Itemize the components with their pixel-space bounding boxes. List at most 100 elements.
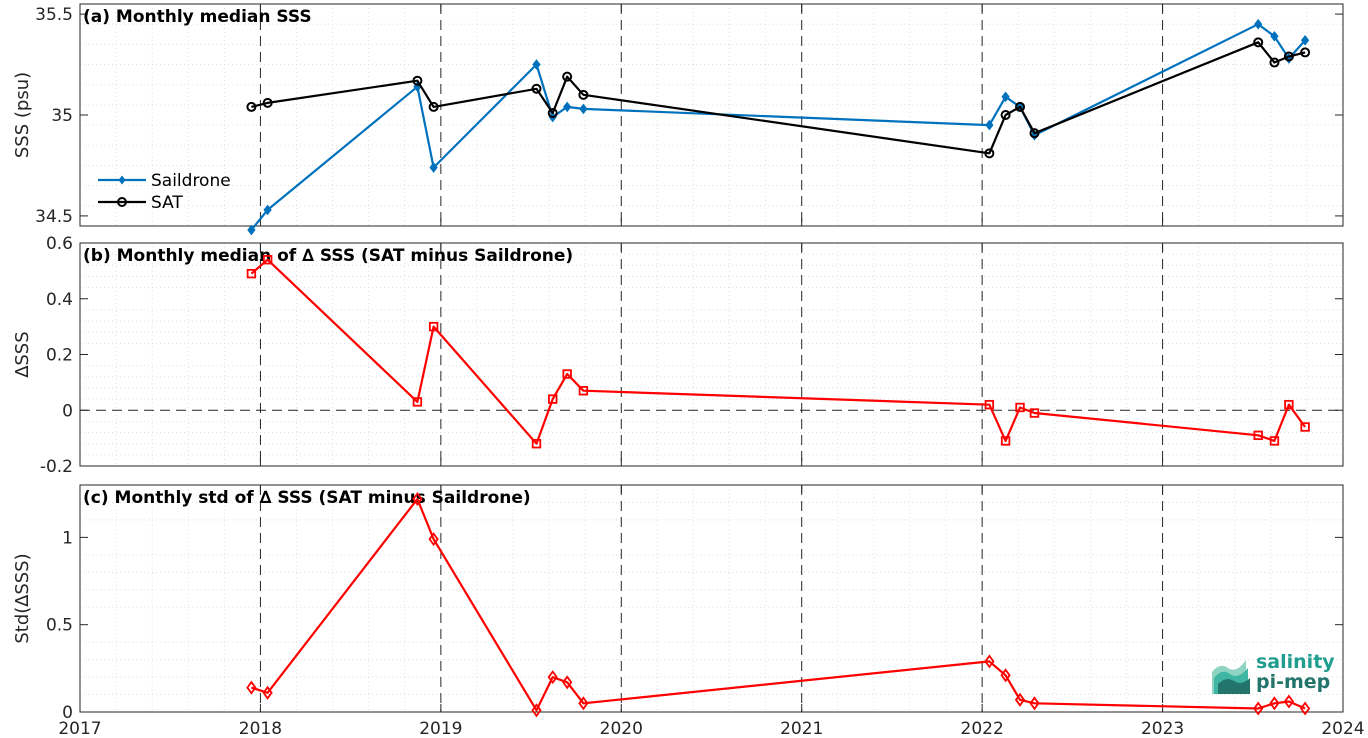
data-point [1299,701,1311,716]
logo-text: salinity pi-mep [1256,652,1335,692]
data-point [547,107,558,118]
x-tick-label: 2019 [419,719,462,738]
x-tick-label: 2024 [1321,719,1364,738]
panel-2: -0.2 0 0.2 0.4 0.6 ∆SSS (b) Monthly median of … [12,234,1344,477]
data-point [1253,701,1264,716]
panel-1: 34.5 35 35.5 SSS (psu) (a) Monthly median SS… [12,3,1344,236]
data-point [1269,436,1280,446]
x-tick-label: 2018 [239,719,282,738]
series-line-1 [251,497,1306,712]
data-point [579,103,588,115]
data-point [1283,694,1295,709]
data-point [1283,51,1294,62]
y-axis-label: SSS (psu) [12,72,33,158]
data-point [412,397,423,407]
data-point [531,438,542,449]
data-point [263,204,272,216]
data-point [532,59,541,70]
axes-background [80,485,1343,712]
data-point [1000,436,1011,446]
legend-label: Saildrone [151,171,231,191]
data-point [1269,696,1280,711]
y-tick-label: 0.4 [46,290,73,310]
data-point [985,119,994,131]
data-point [246,680,257,695]
salinity-pi-mep-logo: salinity pi-mep [1206,650,1341,698]
legend-label: SAT [151,193,183,213]
wave-logo-icon [1212,660,1250,694]
data-point [1029,408,1040,418]
legend-marker [117,197,127,207]
data-point [412,75,423,86]
data-point [984,148,995,159]
data-point [531,83,542,94]
data-point [1000,110,1011,120]
data-point [1001,91,1010,103]
series-line-1 [250,258,1306,445]
data-point [1253,430,1263,441]
y-tick-label: 0.5 [46,616,73,636]
data-point [428,101,439,112]
data-point [429,162,438,173]
data-point [562,369,572,379]
axes-background [80,243,1343,466]
x-tick-label: 2021 [780,719,823,738]
data-point [262,685,273,700]
x-tick-label: 2022 [961,719,1004,738]
data-point [1270,30,1279,42]
data-point [531,703,542,718]
data-point [578,386,589,396]
panel-3: 0 0.5 1 2017 2018 2019 2020 2021 2022 2023 2024 Std… [12,484,1365,738]
data-point [262,97,273,108]
y-tick-label: 35.5 [35,5,73,25]
data-point [1269,57,1280,68]
data-point [578,89,589,100]
data-point [1015,402,1025,413]
legend-marker [118,175,126,185]
data-point [428,321,439,332]
y-tick-label: 35 [51,106,73,126]
data-point [548,394,558,404]
data-point [562,675,573,690]
x-tick-label: 2020 [600,719,643,738]
x-tick-label: 2017 [58,719,101,738]
data-point [1014,692,1026,707]
data-point [246,268,257,279]
logo-line2: pi-mep [1256,671,1331,693]
data-point [262,255,273,265]
data-point [247,224,256,236]
data-point [984,399,995,410]
data-point [412,491,423,507]
data-point [578,696,589,711]
axes-box [79,484,1344,713]
x-tick-label: 2023 [1141,719,1184,738]
panel-title: (b) Monthly median of ∆ SSS (SAT minus S… [83,246,573,266]
y-tick-label: 34.5 [35,207,73,227]
data-point [1029,128,1040,139]
series-line-2 [251,41,1306,155]
data-point [1015,101,1026,112]
panel-title: (a) Monthly median SSS [83,7,312,27]
y-tick-label: 0 [62,401,73,421]
y-tick-label: 0.6 [46,234,73,254]
data-point [1254,18,1263,30]
data-point [246,101,257,112]
data-point [563,101,572,113]
data-point [1300,47,1311,58]
y-tick-label: 0 [62,703,73,723]
series-line-1 [250,23,1306,231]
data-point [1029,696,1040,711]
data-point [562,71,573,82]
data-point [1284,399,1294,410]
data-point [428,532,439,547]
y-tick-label: 1 [62,528,73,548]
y-axis-label: ∆SSS [12,331,33,378]
panel-title: (c) Monthly std of ∆ SSS (SAT minus Sail… [83,488,531,508]
data-point [1000,668,1011,683]
y-tick-label: 0.2 [46,346,73,366]
y-axis-label: Std(∆SSS) [12,553,33,643]
data-point [1300,422,1310,432]
logo-line1: salinity [1256,651,1335,673]
